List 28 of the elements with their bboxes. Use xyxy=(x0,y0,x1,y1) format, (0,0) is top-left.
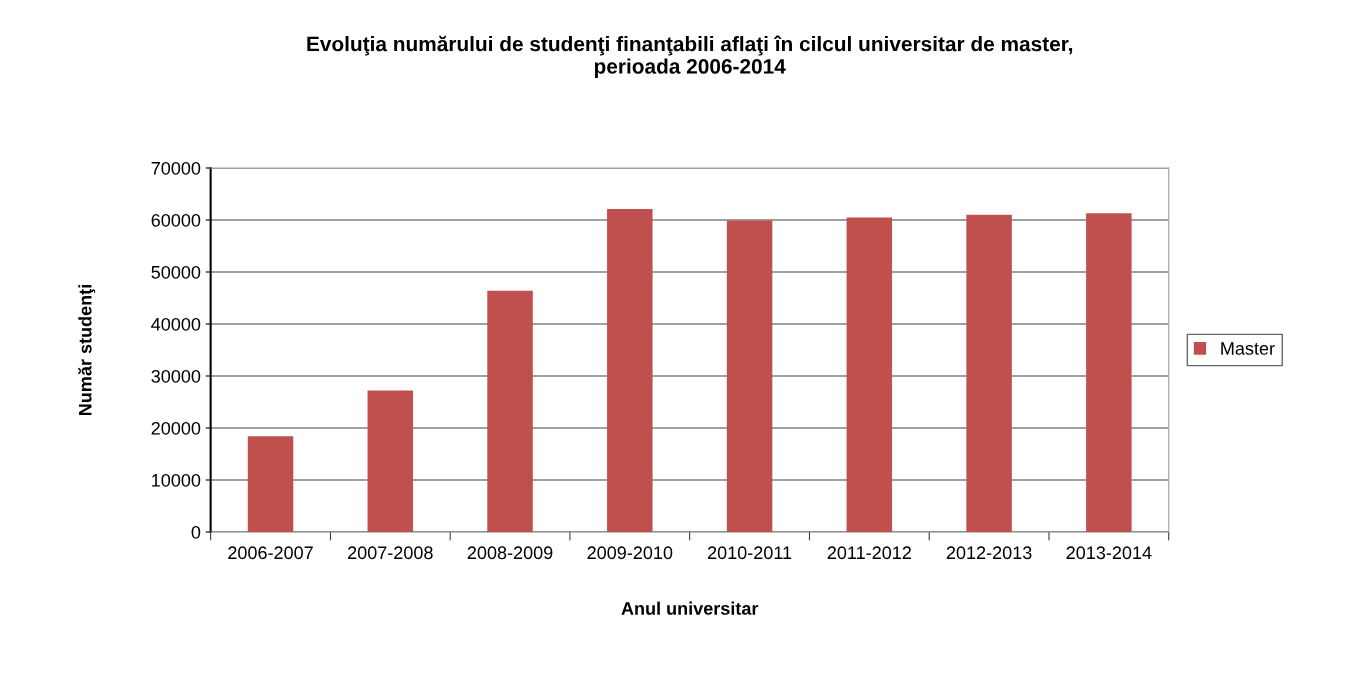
bar xyxy=(607,209,653,532)
bar xyxy=(1086,213,1132,532)
y-tick-label: 30000 xyxy=(151,369,201,383)
x-axis-title: Anul universitar xyxy=(621,601,759,615)
y-tick-label: 40000 xyxy=(151,317,201,331)
y-tick-label: 50000 xyxy=(151,265,201,279)
x-tick-label: 2013-2014 xyxy=(1066,546,1152,560)
y-tick-label: 60000 xyxy=(151,213,201,227)
y-tick-label: 20000 xyxy=(151,421,201,435)
y-tick-label: 0 xyxy=(191,525,201,539)
bar xyxy=(846,217,893,532)
bar xyxy=(247,436,294,532)
x-tick-label: 2007-2008 xyxy=(348,546,433,560)
x-tick-label: 2012-2013 xyxy=(946,546,1032,560)
bar xyxy=(367,390,414,532)
legend-label: Master xyxy=(1221,342,1275,355)
x-tick-label: 2011-2012 xyxy=(827,546,911,560)
x-tick-label: 2008-2009 xyxy=(467,546,553,560)
y-tick-label: 70000 xyxy=(151,161,201,175)
y-tick-label: 10000 xyxy=(152,473,201,487)
bar xyxy=(726,220,773,532)
bar xyxy=(487,290,533,532)
x-tick-label: 2010-2011 xyxy=(707,546,792,560)
x-tick-label: 2009-2010 xyxy=(587,546,673,560)
chart-title: Evoluţia numărului de studenţi finanţabili aflaţi în cilcul universitar de master, perioada 2006-2014 xyxy=(307,35,1073,78)
x-tick-label: 2006-2007 xyxy=(228,546,313,560)
bar xyxy=(966,214,1012,532)
y-axis-title: Număr studenţi xyxy=(78,285,96,415)
